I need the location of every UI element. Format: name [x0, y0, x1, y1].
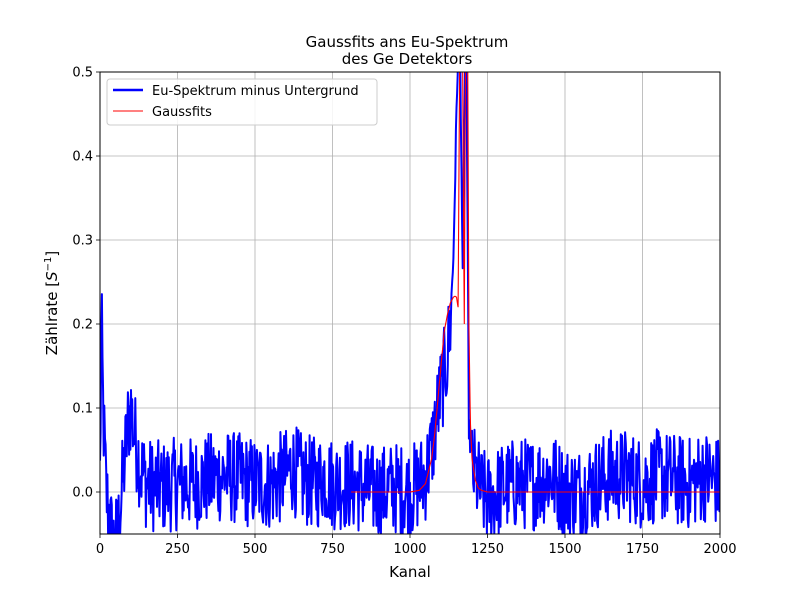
x-tick-label: 1000: [393, 542, 426, 557]
x-tick-label: 1250: [471, 542, 504, 557]
chart-title-line1: Gaussfits ans Eu-Spektrum: [306, 33, 509, 51]
x-tick-label: 1750: [626, 542, 659, 557]
legend-label-gaussfits: Gaussfits: [152, 105, 212, 120]
y-tick-label: 0.1: [72, 402, 93, 417]
y-tick-label: 0.3: [72, 234, 93, 249]
x-axis-label: Kanal: [389, 563, 431, 581]
x-tick-label: 500: [243, 542, 268, 557]
legend: Eu-Spektrum minus Untergrund Gaussfits: [106, 78, 378, 126]
x-tick-label: 0: [96, 542, 104, 557]
series-line-gaussfits: [351, 72, 720, 493]
x-tick-label: 1500: [548, 542, 581, 557]
x-tick-label: 2000: [703, 542, 736, 557]
y-axis-label-exp: −1: [43, 257, 54, 272]
series-line-spectrum: [100, 72, 720, 534]
y-axis-label-main: Zählrate [: [43, 281, 61, 355]
chart-title-line2: des Ge Detektors: [342, 50, 473, 68]
legend-box: [106, 78, 378, 126]
y-tick-label: 0.4: [72, 150, 93, 165]
y-tick-label: 0.0: [72, 486, 93, 501]
y-tick-label: 0.2: [72, 318, 93, 333]
y-axis-label-close: ]: [43, 251, 61, 257]
y-tick-label: 0.5: [72, 66, 93, 81]
y-axis-label-base: S: [43, 271, 61, 281]
legend-label-spectrum: Eu-Spektrum minus Untergrund: [152, 84, 359, 99]
x-axis: 0 250 500 750 1000 1250 1500 1750 2000: [96, 534, 737, 557]
y-axis: 0.0 0.1 0.2 0.3 0.4 0.5: [72, 66, 100, 501]
series-layer: [100, 72, 720, 534]
y-axis-label: Zählrate [S−1]: [43, 251, 61, 355]
x-tick-label: 750: [320, 542, 345, 557]
x-tick-label: 250: [165, 542, 190, 557]
